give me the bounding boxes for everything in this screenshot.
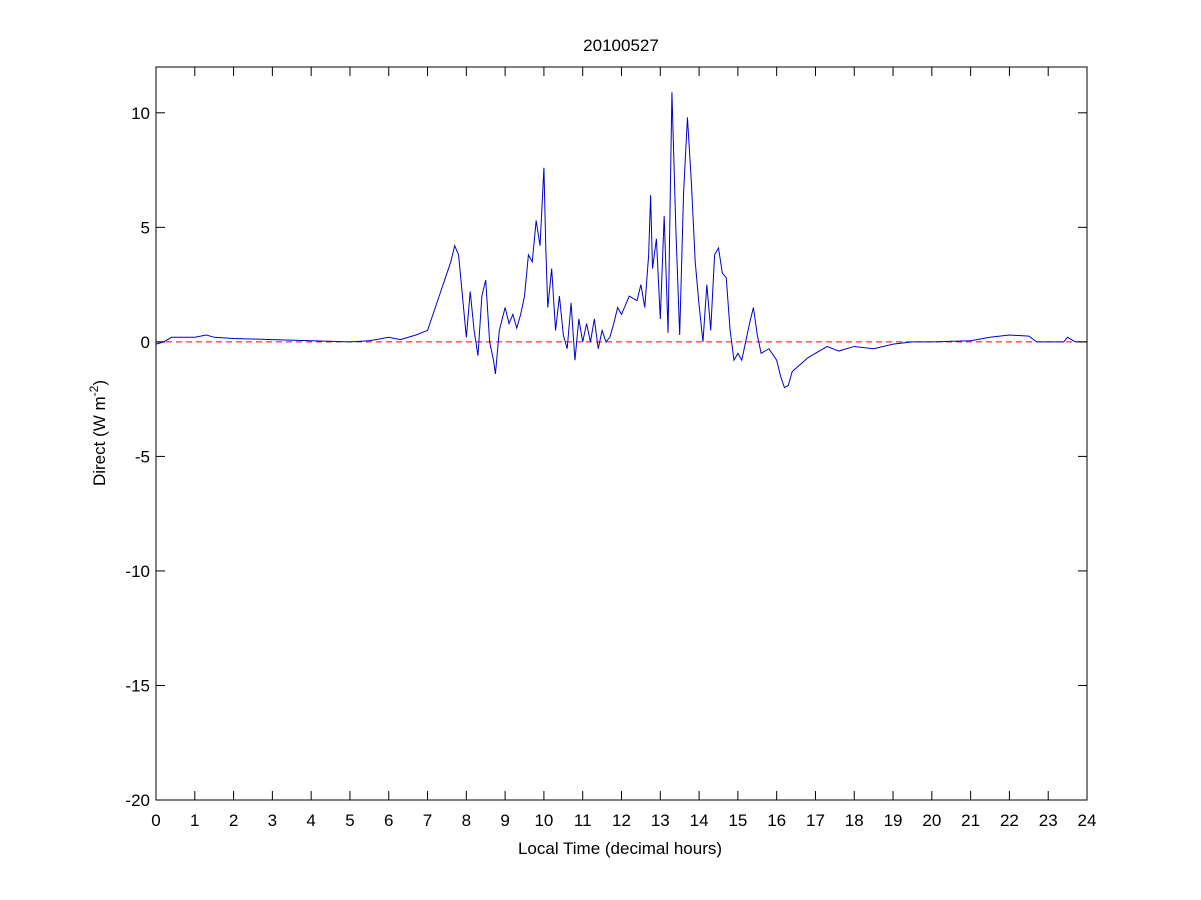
x-tick-label: 14 — [690, 811, 709, 830]
y-tick-label: -15 — [125, 676, 150, 695]
x-tick-label: 10 — [534, 811, 553, 830]
x-tick-label: 20 — [922, 811, 941, 830]
data-line — [155, 92, 1087, 389]
y-tick-label: -10 — [125, 562, 150, 581]
y-tick-label: 10 — [131, 104, 150, 123]
x-axis-label: Local Time (decimal hours) — [518, 839, 722, 858]
x-tick-label: 12 — [612, 811, 631, 830]
x-tick-label: 8 — [462, 811, 471, 830]
x-tick-label: 1 — [190, 811, 199, 830]
x-tick-label: 19 — [884, 811, 903, 830]
chart-title: 20100527 — [583, 36, 659, 55]
x-tick-label: 15 — [728, 811, 747, 830]
x-tick-label: 21 — [961, 811, 980, 830]
x-tick-label: 7 — [423, 811, 432, 830]
y-axis-label: Direct (W m-2) — [87, 380, 109, 486]
x-tick-label: 13 — [651, 811, 670, 830]
y-label-sup: -2 — [87, 385, 101, 396]
x-tick-label: 17 — [806, 811, 825, 830]
x-tick-label: 2 — [229, 811, 238, 830]
x-tick-label: 16 — [767, 811, 786, 830]
x-tick-label: 5 — [345, 811, 354, 830]
y-label-suffix: ) — [90, 380, 109, 386]
x-tick-label: 22 — [1000, 811, 1019, 830]
x-tick-label: 24 — [1078, 811, 1097, 830]
x-tick-label: 18 — [845, 811, 864, 830]
x-tick-label: 11 — [574, 811, 592, 830]
y-tick-label: -20 — [125, 791, 150, 810]
x-tick-label: 9 — [500, 811, 509, 830]
x-tick-label: 6 — [384, 811, 393, 830]
x-tick-label: 23 — [1039, 811, 1058, 830]
x-tick-label: 0 — [151, 811, 160, 830]
y-tick-label: -5 — [135, 447, 150, 466]
y-tick-label: 5 — [141, 218, 150, 237]
x-tick-label: 4 — [306, 811, 315, 830]
y-label-text: Direct (W m — [90, 396, 109, 486]
y-tick-label: 0 — [141, 333, 150, 352]
x-tick-label: 3 — [268, 811, 277, 830]
